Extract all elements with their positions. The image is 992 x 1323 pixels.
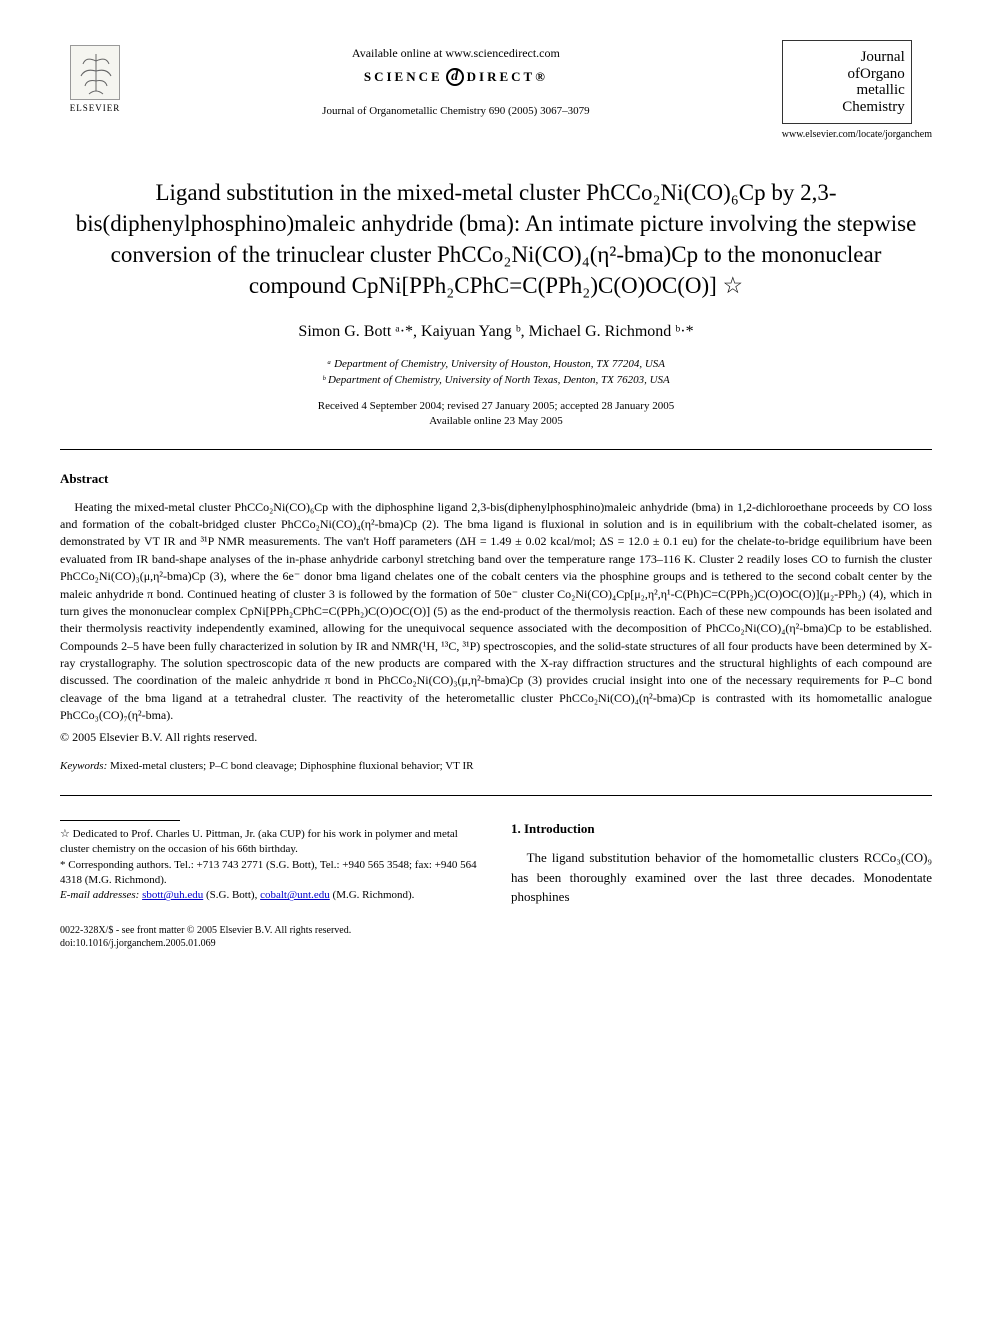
keywords-text: Mixed-metal clusters; P–C bond cleavage;… [107, 760, 473, 772]
center-header: Available online at www.sciencedirect.co… [130, 40, 782, 119]
dedication-footnote: ☆ Dedicated to Prof. Charles U. Pittman,… [60, 827, 481, 858]
page-header: ELSEVIER Available online at www.science… [60, 40, 932, 142]
doi-line: doi:10.1016/j.jorganchem.2005.01.069 [60, 937, 481, 950]
email-link-2[interactable]: cobalt@unt.edu [260, 889, 330, 901]
article-title: Ligand substitution in the mixed-metal c… [70, 177, 922, 301]
front-matter-line: 0022-328X/$ - see front matter © 2005 El… [60, 924, 481, 937]
email2-suffix: (M.G. Richmond). [330, 889, 415, 901]
intro-text: The ligand substitution behavior of the … [511, 848, 932, 907]
journal-logo-line1: Journal [789, 49, 905, 66]
received-date: Received 4 September 2004; revised 27 Ja… [60, 399, 932, 414]
email-footnote: E-mail addresses: sbott@uh.edu (S.G. Bot… [60, 888, 481, 903]
journal-logo-line4: Chemistry [789, 99, 905, 116]
sciencedirect-logo: SCIENCE d DIRECT® [364, 68, 548, 86]
affiliation-b: ᵇ Department of Chemistry, University of… [60, 372, 932, 389]
footer-columns: ☆ Dedicated to Prof. Charles U. Pittman,… [60, 820, 932, 950]
keywords: Keywords: Mixed-metal clusters; P–C bond… [60, 759, 932, 774]
journal-logo: Journal ofOrgano metallic Chemistry [782, 40, 912, 124]
footnote-rule [60, 820, 180, 821]
affiliation-a: ᵃ Department of Chemistry, University of… [60, 356, 932, 373]
abstract-copyright: © 2005 Elsevier B.V. All rights reserved… [60, 729, 932, 746]
elsevier-label: ELSEVIER [70, 102, 121, 115]
journal-logo-line3: metallic [789, 82, 905, 99]
email-label: E-mail addresses: [60, 889, 139, 901]
journal-logo-line2: ofOrgano [789, 66, 905, 83]
doi-block: 0022-328X/$ - see front matter © 2005 El… [60, 924, 481, 950]
elsevier-tree-icon [70, 45, 120, 100]
online-date: Available online 23 May 2005 [60, 414, 932, 429]
corresponding-footnote: * Corresponding authors. Tel.: +713 743 … [60, 858, 481, 889]
abstract-body: Heating the mixed-metal cluster PhCCo₂Ni… [60, 499, 932, 725]
divider [60, 449, 932, 450]
email1-suffix: (S.G. Bott), [203, 889, 260, 901]
sd-right: DIRECT® [467, 68, 548, 86]
article-dates: Received 4 September 2004; revised 27 Ja… [60, 399, 932, 430]
email-link-1[interactable]: sbott@uh.edu [142, 889, 203, 901]
sd-left: SCIENCE [364, 68, 443, 86]
available-online-text: Available online at www.sciencedirect.co… [130, 45, 782, 62]
introduction-column: 1. Introduction The ligand substitution … [511, 820, 932, 950]
authors: Simon G. Bott ᵃ·*, Kaiyuan Yang ᵇ, Micha… [60, 321, 932, 343]
affiliations: ᵃ Department of Chemistry, University of… [60, 356, 932, 389]
keywords-label: Keywords: [60, 760, 107, 772]
sd-circle-icon: d [446, 68, 464, 86]
intro-heading: 1. Introduction [511, 820, 932, 838]
journal-url: www.elsevier.com/locate/jorganchem [782, 128, 932, 142]
journal-logo-block: Journal ofOrgano metallic Chemistry www.… [782, 40, 932, 142]
journal-reference: Journal of Organometallic Chemistry 690 … [130, 104, 782, 119]
divider [60, 795, 932, 796]
elsevier-logo: ELSEVIER [60, 40, 130, 120]
abstract-heading: Abstract [60, 470, 932, 488]
footnotes-column: ☆ Dedicated to Prof. Charles U. Pittman,… [60, 820, 481, 950]
